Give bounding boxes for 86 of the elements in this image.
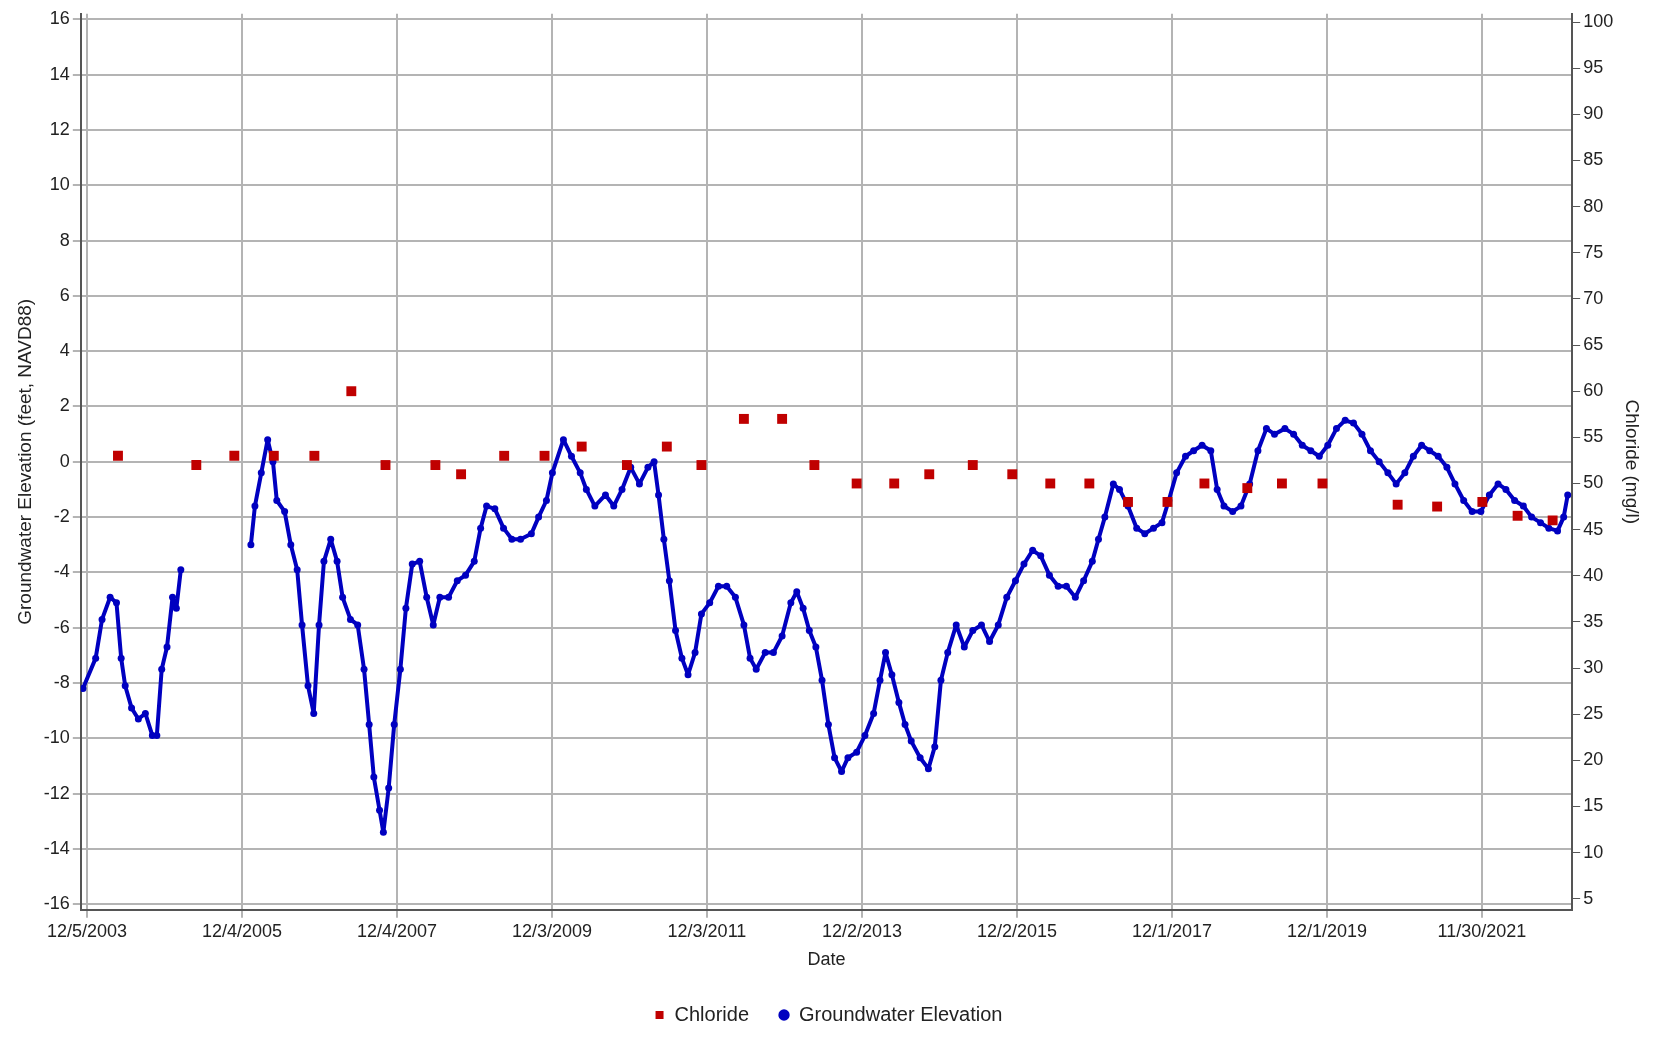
point bbox=[539, 450, 550, 461]
y-tick-label: -4 bbox=[53, 561, 70, 582]
y-tick-label: -2 bbox=[53, 506, 70, 527]
x-tick-label: 12/2/2015 bbox=[976, 920, 1057, 941]
y2-tick-label: 100 bbox=[1583, 11, 1614, 32]
point bbox=[268, 450, 279, 461]
y2-tick-label: 20 bbox=[1583, 749, 1604, 770]
point bbox=[1084, 478, 1095, 489]
point bbox=[1242, 483, 1253, 494]
x-axis-title: Date bbox=[807, 949, 846, 970]
point bbox=[499, 450, 510, 461]
y-tick-label: 4 bbox=[59, 340, 70, 361]
y2-tick-label: 55 bbox=[1583, 426, 1604, 447]
point bbox=[191, 460, 202, 470]
y-tick-label: -16 bbox=[43, 893, 70, 914]
y-tick-label: 16 bbox=[49, 8, 70, 29]
point bbox=[576, 441, 587, 452]
point bbox=[113, 450, 123, 461]
x-tick-label: 12/4/2005 bbox=[201, 920, 283, 941]
y2-tick-label: 10 bbox=[1583, 841, 1604, 862]
y2-tick-label: 70 bbox=[1583, 287, 1604, 308]
y-tick-label: 0 bbox=[59, 450, 70, 471]
point bbox=[777, 413, 788, 424]
y2-tick-label: 85 bbox=[1583, 149, 1604, 170]
point bbox=[1045, 478, 1056, 489]
y-tick-label: 14 bbox=[49, 63, 70, 84]
point bbox=[456, 469, 467, 480]
y-tick-label: -6 bbox=[53, 616, 70, 637]
y-tick-label: -8 bbox=[53, 672, 70, 692]
point bbox=[1432, 501, 1443, 512]
y2-tick-label: 60 bbox=[1583, 380, 1604, 401]
legend-label: Chloride bbox=[674, 1002, 750, 1025]
y-axis-title: Groundwater Elevation (feet, NAVD88) bbox=[13, 298, 35, 625]
y-tick-label: -12 bbox=[43, 782, 70, 803]
y-tick-label: -14 bbox=[43, 837, 70, 858]
y2-tick-label: 90 bbox=[1583, 103, 1604, 124]
y2-tick-label: 65 bbox=[1583, 334, 1604, 355]
x-tick-label: 12/1/2017 bbox=[1131, 920, 1212, 941]
y-tick-label: -10 bbox=[43, 727, 70, 748]
point bbox=[1392, 499, 1403, 510]
y-tick-label: 2 bbox=[59, 395, 70, 416]
point bbox=[924, 469, 935, 480]
point bbox=[229, 450, 240, 461]
point bbox=[738, 413, 749, 424]
x-tick-label: 12/4/2007 bbox=[356, 920, 437, 941]
y2-tick-label: 95 bbox=[1583, 57, 1604, 78]
y2-tick-label: 35 bbox=[1583, 610, 1604, 631]
y2-axis-title: Chloride (mg/l) bbox=[1622, 399, 1644, 525]
y2-tick-label: 50 bbox=[1583, 472, 1604, 493]
point bbox=[621, 460, 632, 470]
y2-tick-label: 40 bbox=[1583, 564, 1604, 585]
x-tick-label: 12/3/2011 bbox=[667, 920, 747, 941]
point bbox=[889, 478, 900, 489]
y-tick-label: 8 bbox=[59, 229, 70, 250]
x-tick-label: 12/1/2019 bbox=[1286, 920, 1367, 941]
point bbox=[380, 460, 391, 470]
point bbox=[1477, 496, 1488, 507]
y-tick-label: 6 bbox=[59, 284, 70, 305]
y2-tick-label: 5 bbox=[1583, 887, 1594, 908]
point bbox=[1199, 478, 1210, 489]
point bbox=[1547, 515, 1558, 526]
y-tick-label: 10 bbox=[49, 174, 70, 195]
point bbox=[1007, 469, 1018, 480]
x-tick-label: 12/5/2003 bbox=[46, 920, 128, 941]
x-tick-label: 12/2/2013 bbox=[821, 920, 902, 941]
y2-tick-label: 25 bbox=[1583, 703, 1604, 724]
point bbox=[696, 460, 707, 470]
y2-tick-label: 80 bbox=[1583, 195, 1604, 216]
point bbox=[1512, 510, 1523, 521]
point bbox=[309, 450, 320, 461]
x-tick-label: 12/3/2009 bbox=[511, 920, 592, 941]
point bbox=[1276, 478, 1287, 489]
point bbox=[661, 441, 672, 452]
y2-tick-label: 30 bbox=[1583, 657, 1604, 678]
legend-label: Groundwater Elevation bbox=[799, 1002, 1003, 1025]
point bbox=[967, 460, 978, 470]
point bbox=[1123, 496, 1133, 507]
point bbox=[851, 478, 862, 489]
y2-tick-label: 75 bbox=[1583, 241, 1604, 262]
point bbox=[809, 460, 820, 470]
y2-tick-label: 15 bbox=[1583, 795, 1604, 816]
point bbox=[346, 386, 357, 397]
y-tick-label: 12 bbox=[49, 118, 70, 139]
x-tick-label: 11/30/2021 bbox=[1437, 920, 1527, 941]
y2-tick-label: 45 bbox=[1583, 518, 1604, 539]
point bbox=[430, 460, 441, 470]
